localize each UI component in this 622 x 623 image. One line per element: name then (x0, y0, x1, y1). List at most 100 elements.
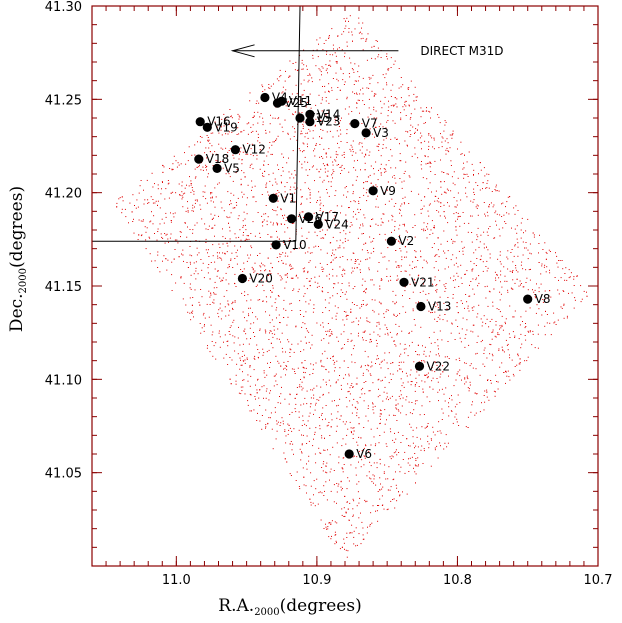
field-star (480, 341, 482, 343)
field-star (286, 366, 288, 367)
field-star (308, 247, 310, 249)
field-star (364, 138, 366, 140)
field-star (519, 362, 521, 363)
field-star (334, 534, 336, 536)
field-star (348, 282, 350, 284)
field-star (288, 157, 289, 159)
field-star (486, 318, 488, 320)
field-star (222, 280, 224, 282)
field-star (564, 273, 566, 274)
field-star (413, 467, 414, 469)
field-star (501, 324, 503, 326)
field-star (317, 56, 319, 58)
field-star (292, 443, 294, 445)
field-star (364, 169, 366, 171)
field-star (176, 166, 178, 168)
field-star (501, 346, 503, 348)
field-star (375, 363, 376, 364)
field-star (409, 274, 411, 276)
field-star (321, 269, 323, 270)
field-star (488, 290, 490, 292)
field-star (372, 240, 374, 242)
field-star (404, 203, 405, 205)
field-star (207, 229, 209, 230)
field-star (234, 336, 236, 338)
field-star (480, 234, 482, 236)
field-star (371, 46, 373, 48)
field-star (308, 303, 310, 305)
field-star (290, 186, 292, 188)
field-star (283, 156, 284, 158)
field-star (386, 268, 388, 270)
field-star (463, 222, 465, 224)
field-star (359, 142, 361, 144)
field-star (369, 341, 371, 343)
field-star (278, 117, 280, 119)
field-star (490, 380, 492, 381)
field-star (421, 445, 423, 447)
field-star (312, 502, 314, 504)
field-star (304, 397, 306, 399)
field-star (194, 144, 196, 146)
field-star (459, 369, 461, 371)
field-star (392, 84, 394, 86)
field-star (352, 456, 354, 458)
field-star (187, 160, 189, 162)
variable-star-v5 (212, 163, 222, 173)
field-star (414, 385, 416, 387)
field-star (329, 130, 331, 132)
field-star (303, 79, 305, 81)
field-star (384, 352, 386, 354)
variable-star-label: V7 (362, 117, 378, 131)
field-star (395, 399, 397, 401)
field-star (446, 320, 448, 322)
field-star (318, 492, 320, 494)
field-star (504, 221, 506, 223)
field-star (396, 408, 398, 410)
field-star (353, 321, 355, 323)
field-star (437, 316, 439, 318)
overlay-line (295, 5, 301, 242)
field-star (432, 146, 434, 148)
field-star (563, 317, 565, 319)
field-star (540, 283, 542, 285)
field-star (334, 52, 336, 54)
field-star (351, 302, 353, 304)
field-star (164, 198, 166, 200)
field-star (319, 262, 321, 264)
field-star (323, 528, 325, 529)
field-star (335, 160, 337, 162)
field-star (380, 418, 381, 420)
field-star (414, 447, 415, 449)
field-star (376, 325, 378, 327)
field-star (325, 369, 327, 371)
field-star (284, 80, 286, 82)
field-star (266, 388, 268, 390)
field-star (320, 71, 322, 73)
field-star (400, 442, 402, 443)
field-star (396, 106, 398, 108)
field-star (399, 234, 401, 236)
field-star (512, 373, 514, 375)
field-star (311, 334, 313, 336)
field-star (247, 400, 249, 402)
field-star (433, 139, 435, 141)
field-star (357, 208, 359, 210)
field-star (206, 166, 208, 167)
field-star (240, 184, 242, 186)
field-star (308, 440, 310, 442)
field-star (295, 84, 297, 86)
field-star (289, 237, 291, 239)
field-star (438, 211, 440, 213)
field-star (269, 142, 271, 143)
field-star (486, 246, 487, 248)
field-star (514, 213, 516, 215)
field-star (358, 320, 360, 322)
field-star (423, 414, 425, 415)
field-star (280, 209, 282, 211)
field-star (271, 144, 273, 146)
field-star (337, 87, 339, 88)
field-star (277, 206, 279, 208)
field-star (178, 183, 180, 185)
field-star (465, 187, 467, 189)
